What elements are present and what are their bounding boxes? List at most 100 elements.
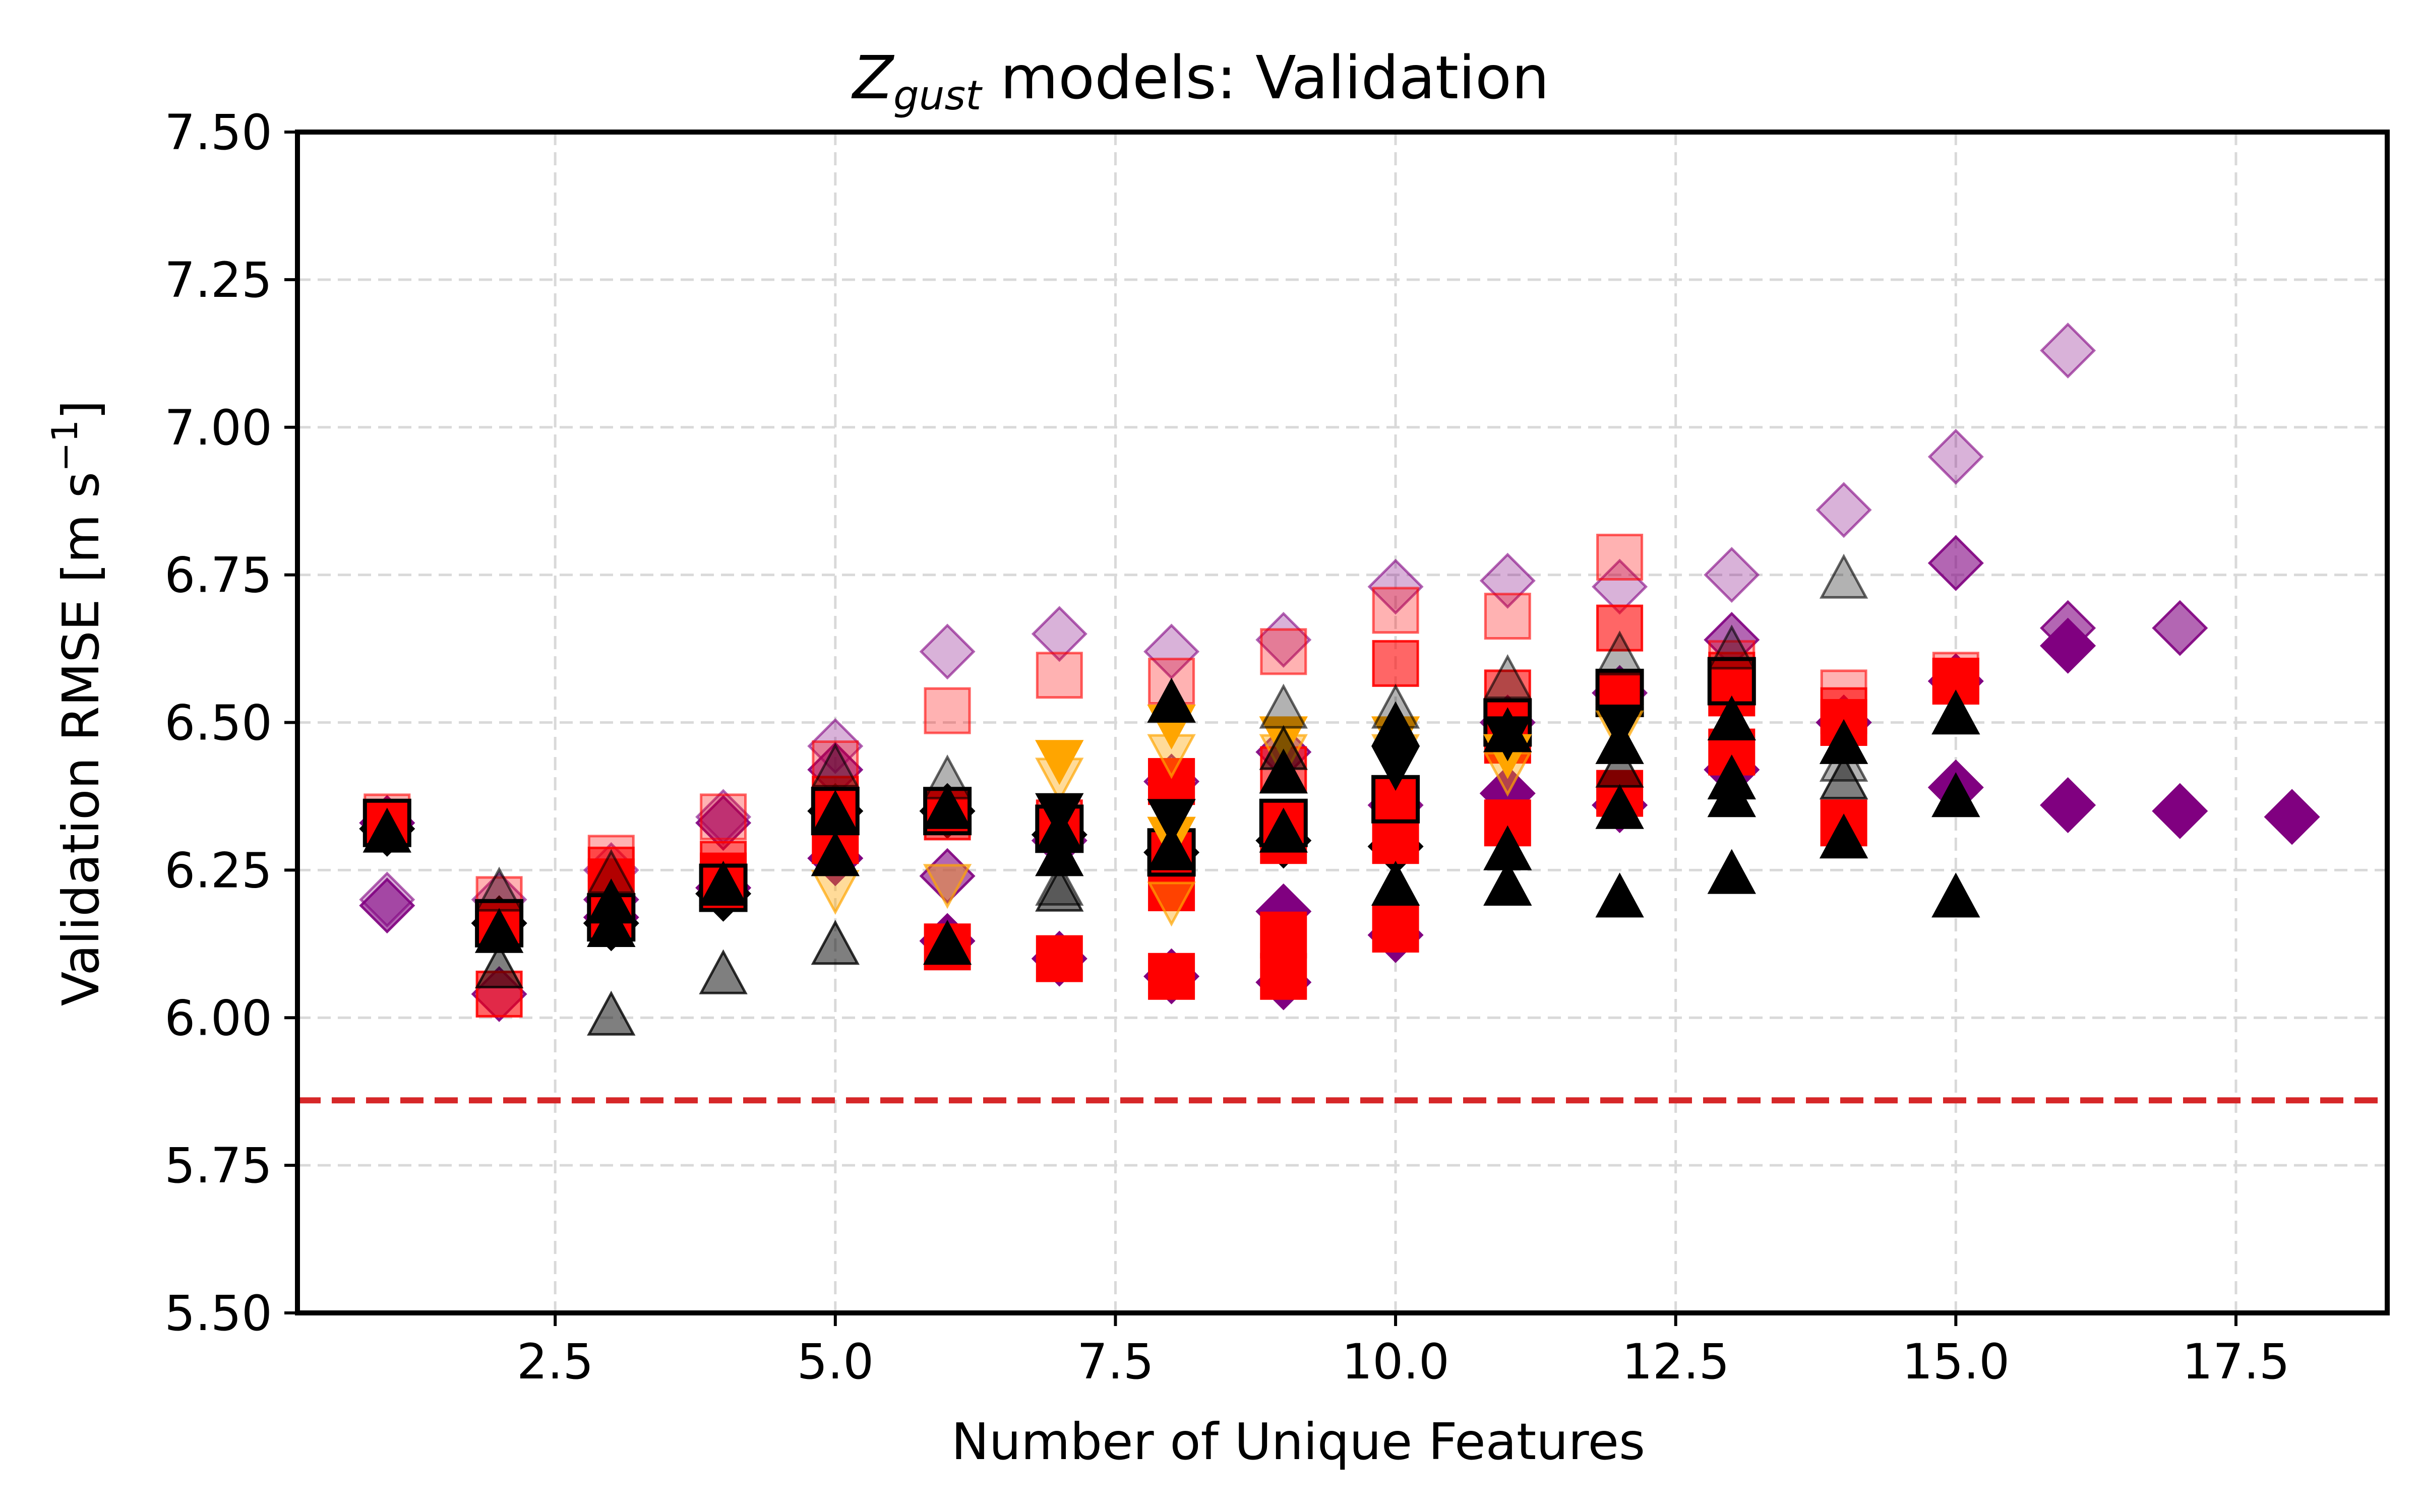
data-point-diamond — [2040, 617, 2096, 674]
y-label-close: ] — [51, 400, 110, 420]
data-point-diamond — [2152, 783, 2208, 839]
data-point-triangle-up — [811, 831, 860, 876]
data-point-triangle-up — [587, 878, 636, 924]
data-point-triangle-up — [1819, 813, 1868, 859]
data-point-square — [1596, 534, 1644, 581]
data-point-triangle-up — [1931, 872, 1980, 918]
data-point-triangle-up — [1259, 807, 1308, 853]
data-point-diamond — [1927, 535, 1984, 591]
data-point-triangle-up — [1707, 849, 1756, 894]
data-point-square — [1372, 587, 1419, 634]
y-tick-label: 6.50 — [164, 695, 272, 751]
ticks: 2.5 5.0 7.5 10.0 12.5 15.0 17.5 5.50 5.75 6.00 6.2… — [164, 104, 2290, 1390]
data-point-triangle-up — [362, 807, 411, 853]
y-axis-label: Validation RMSE [m s−1] — [44, 400, 110, 1006]
y-tick-label: 7.25 — [164, 252, 272, 308]
data-point-triangle-up — [1595, 872, 1644, 918]
data-point-square — [1036, 935, 1083, 982]
data-point-triangle-up — [1259, 748, 1308, 794]
data-point-triangle-up — [1147, 825, 1196, 870]
data-point-triangle-down — [1147, 799, 1196, 844]
data-point-diamond — [1816, 482, 1872, 538]
data-point-triangle-up — [1483, 860, 1532, 906]
data-point-triangle-up — [474, 943, 524, 988]
y-tick-label: 6.75 — [164, 547, 272, 604]
data-point-square — [924, 687, 971, 734]
x-axis-label: Number of Unique Features — [951, 1412, 1645, 1471]
data-point-square — [1372, 906, 1419, 953]
y-tick-label: 6.25 — [164, 842, 272, 899]
data-point-triangle-up — [811, 742, 860, 788]
title-symbol: Z — [851, 43, 894, 112]
data-point-triangle-up — [1483, 707, 1532, 752]
data-points — [359, 322, 2320, 1036]
data-point-triangle-up — [699, 949, 748, 994]
data-point-square — [700, 793, 747, 841]
x-tick-label: 2.5 — [517, 1334, 594, 1390]
data-point-diamond — [2040, 322, 2096, 379]
data-point-triangle-up — [1371, 701, 1420, 746]
x-tick-label: 12.5 — [1622, 1334, 1730, 1390]
data-point-triangle-up — [1707, 624, 1756, 670]
y-label-main: Validation RMSE [m s — [51, 472, 110, 1006]
data-point-triangle-up — [1707, 754, 1756, 800]
data-point-square — [1484, 799, 1531, 847]
data-point-triangle-up — [1035, 807, 1084, 853]
data-point-triangle-up — [474, 908, 524, 953]
data-point-diamond — [1031, 606, 1087, 662]
data-point-triangle-up — [1819, 719, 1868, 764]
data-point-square — [1707, 657, 1756, 706]
data-point-triangle-up — [811, 920, 860, 965]
data-point-diamond — [919, 848, 976, 904]
data-point-square — [1260, 628, 1307, 675]
data-point-triangle-up — [1147, 677, 1196, 723]
data-point-triangle-up — [1819, 553, 1868, 599]
data-point-square — [1148, 953, 1195, 1000]
x-tick-label: 7.5 — [1077, 1334, 1154, 1390]
data-point-triangle-down — [923, 864, 972, 909]
data-point-triangle-up — [923, 920, 972, 965]
data-point-diamond — [1927, 428, 1984, 485]
data-point-triangle-up — [1931, 772, 1980, 817]
x-tick-label: 5.0 — [797, 1334, 874, 1390]
data-point-square — [1372, 640, 1419, 687]
data-point-triangle-down — [1147, 881, 1196, 927]
y-label-superscript: −1 — [44, 420, 86, 472]
y-tick-label: 7.00 — [164, 400, 272, 456]
data-point-triangle-up — [1483, 825, 1532, 870]
data-point-diamond — [1255, 611, 1312, 668]
y-tick-label: 7.50 — [164, 104, 272, 161]
y-tick-label: 5.75 — [164, 1138, 272, 1194]
data-point-triangle-up — [587, 990, 636, 1036]
x-tick-label: 17.5 — [2182, 1334, 2290, 1390]
data-point-triangle-up — [1595, 784, 1644, 829]
data-point-triangle-up — [1931, 689, 1980, 735]
data-point-triangle-up — [923, 784, 972, 829]
data-point-triangle-up — [1483, 654, 1532, 699]
data-point-square — [1596, 604, 1644, 652]
data-point-triangle-up — [1707, 695, 1756, 740]
data-point-triangle-down — [1371, 746, 1420, 791]
data-point-diamond — [2264, 789, 2320, 845]
chart-title: Zgust models: Validation — [851, 43, 1549, 119]
data-point-triangle-up — [1035, 866, 1084, 912]
data-point-square — [1372, 817, 1419, 864]
x-tick-label: 10.0 — [1342, 1334, 1449, 1390]
data-point-square — [1148, 758, 1195, 805]
data-point-diamond — [2152, 600, 2208, 656]
y-tick-label: 5.50 — [164, 1285, 272, 1342]
data-point-triangle-up — [1035, 831, 1084, 876]
data-point-diamond — [1704, 547, 1760, 603]
data-point-diamond — [919, 623, 976, 680]
data-point-triangle-up — [1371, 860, 1420, 906]
data-point-square — [1484, 593, 1531, 640]
data-point-square — [1036, 652, 1083, 699]
x-tick-label: 15.0 — [1902, 1334, 2010, 1390]
title-subscript: gust — [893, 72, 983, 119]
data-point-triangle-up — [699, 860, 748, 906]
data-point-square — [1260, 953, 1307, 1000]
data-point-triangle-up — [587, 902, 636, 947]
data-point-diamond — [359, 877, 415, 934]
